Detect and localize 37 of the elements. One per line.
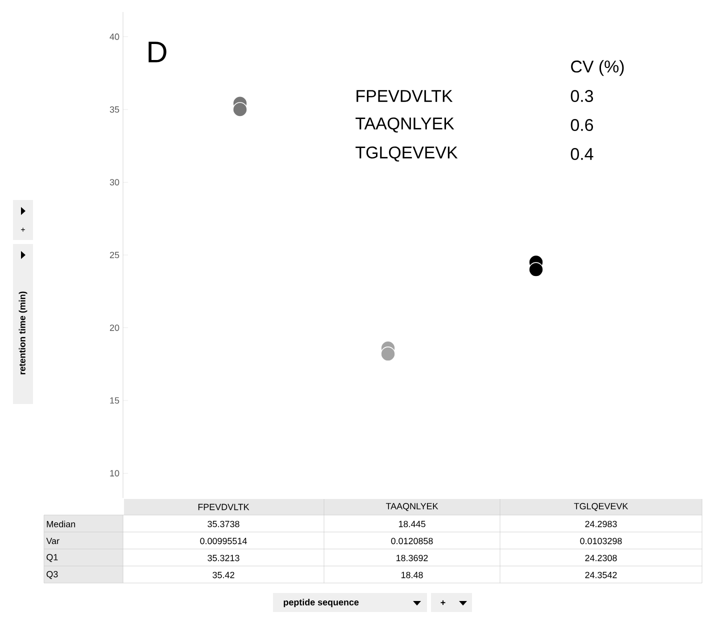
text: 35.42: [212, 572, 234, 578]
text: +: [440, 600, 446, 605]
text: 24.3542: [585, 572, 617, 578]
text: 0.00995514: [200, 538, 247, 544]
text: Median: [46, 520, 76, 528]
annotation: CV (%): [571, 60, 624, 76]
text: 0.0103298: [580, 538, 622, 544]
text: 35.3738: [208, 520, 240, 528]
annotation: FPEVDVLTK: [356, 90, 453, 102]
text: 18.445: [398, 520, 426, 528]
text: 35.3213: [208, 554, 240, 562]
y-tick-label: 40: [110, 34, 120, 40]
annotation: TAAQNLYEK: [356, 117, 454, 133]
y-tick-label: 35: [110, 106, 120, 113]
annotation: D: [148, 42, 166, 62]
x-tick-label: FPEVDVLTK: [198, 504, 250, 510]
y-tick-label: 20: [110, 324, 120, 331]
y-tick-label: 15: [110, 397, 120, 404]
text: Var: [46, 538, 60, 544]
text: 24.2983: [585, 520, 617, 528]
annotation: TGLQEVEVK: [356, 146, 458, 162]
text: 24.2308: [585, 554, 617, 562]
text: 18.3692: [396, 554, 428, 562]
text: retention time (min): [18, 292, 28, 374]
text: 0.0120858: [391, 538, 433, 544]
text: 18.48: [401, 572, 423, 578]
text: Q3: [46, 571, 58, 579]
y-tick-label: 25: [110, 252, 120, 258]
y-tick-label: 10: [110, 470, 120, 476]
text: peptide sequence: [284, 598, 359, 608]
text: Q1: [46, 554, 58, 562]
y-tick-label: 30: [110, 179, 120, 186]
annotation: 0.4: [570, 148, 594, 160]
x-tick-label: TAAQNLYEK: [386, 503, 438, 511]
x-tick-label: TGLQEVEVK: [574, 503, 628, 511]
annotation: 0.3: [570, 90, 594, 102]
annotation: 0.6: [570, 119, 594, 132]
